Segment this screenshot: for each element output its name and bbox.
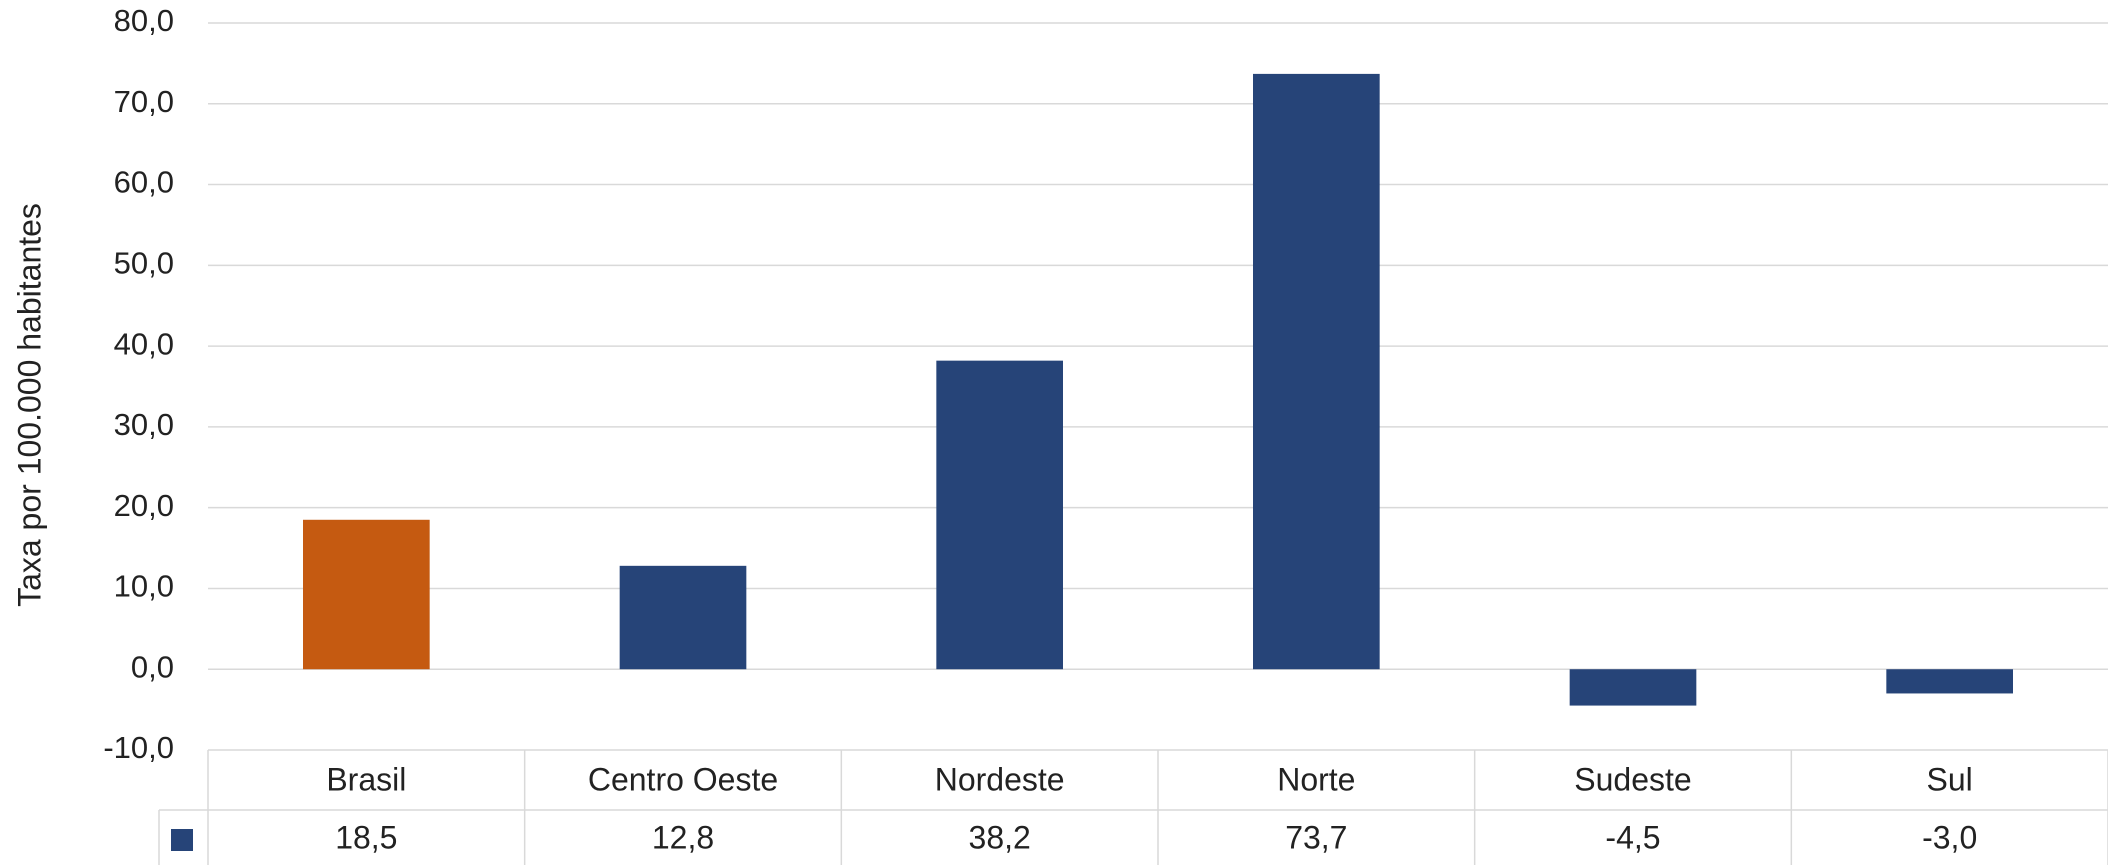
y-tick-label: -10,0 [103, 730, 174, 765]
y-tick-label: 20,0 [114, 488, 174, 523]
bar [936, 360, 1063, 670]
x-tick-label: Sudeste [1574, 761, 1691, 797]
y-tick-label: 40,0 [114, 326, 174, 361]
x-tick-label: Sul [1927, 761, 1973, 797]
table-value: 18,5 [335, 819, 397, 855]
table-value: 12,8 [652, 819, 714, 855]
bar [1253, 73, 1380, 670]
bar [619, 565, 747, 670]
bar [1886, 669, 2013, 694]
y-tick-label: 60,0 [114, 165, 174, 200]
y-tick-label: 70,0 [114, 84, 174, 119]
bar [1569, 669, 1697, 706]
y-tick-label: 80,0 [114, 3, 174, 38]
bar [303, 519, 430, 670]
table-value: -4,5 [1605, 819, 1660, 855]
x-tick-label: Norte [1277, 761, 1355, 797]
x-tick-label: Nordeste [935, 761, 1065, 797]
y-tick-label: 0,0 [131, 649, 174, 684]
legend-marker [171, 829, 193, 851]
table-value: -3,0 [1922, 819, 1977, 855]
y-tick-label: 50,0 [114, 246, 174, 281]
y-tick-label: 10,0 [114, 569, 174, 604]
x-tick-label: Brasil [326, 761, 406, 797]
table-value: 38,2 [969, 819, 1031, 855]
y-tick-label: 30,0 [114, 407, 174, 442]
x-tick-label: Centro Oeste [588, 761, 778, 797]
table-value: 73,7 [1285, 819, 1347, 855]
y-axis-label: Taxa por 100.000 habitantes [11, 203, 47, 607]
